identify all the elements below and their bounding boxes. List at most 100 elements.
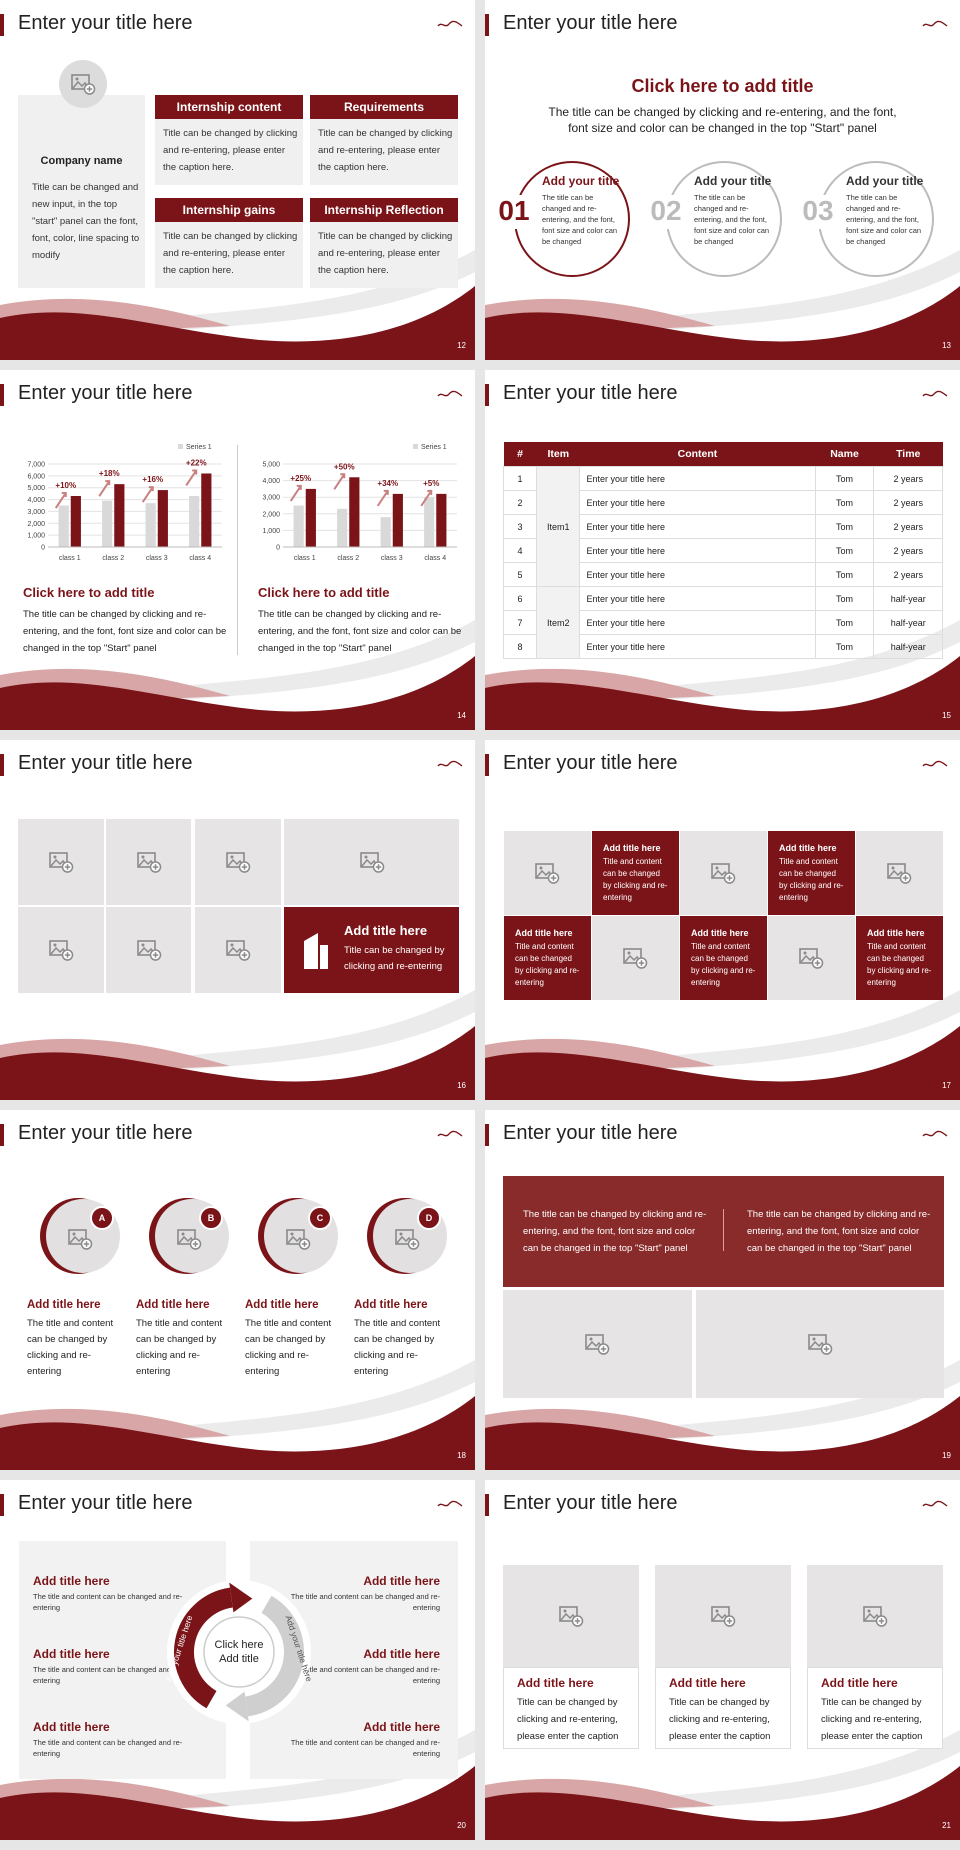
page-number: 16 bbox=[457, 1081, 466, 1090]
icon-mountain bbox=[360, 858, 378, 867]
title-bar bbox=[0, 754, 4, 776]
slide-title: Enter your title here bbox=[18, 1492, 193, 1514]
slide-wave bbox=[485, 990, 960, 1100]
item-title: Add title here bbox=[363, 1647, 440, 1661]
icon-frame bbox=[585, 1334, 604, 1350]
image-placeholder bbox=[768, 916, 855, 1000]
logo-mark bbox=[437, 1500, 463, 1507]
image-icon bbox=[559, 1606, 584, 1627]
slide: Enter your title here 20 Add title here The… bbox=[0, 1480, 475, 1840]
arc-red-head bbox=[229, 1582, 253, 1613]
item-text: The title and content can be changed by … bbox=[245, 1318, 332, 1377]
cell-text: Title and content can be changed by clic… bbox=[515, 942, 580, 987]
data-table: # Item Content Name Time 1 Item1 Enter your tit… bbox=[502, 442, 943, 659]
icon-frame bbox=[711, 1606, 730, 1622]
panel-text: The title can be changed by clicking and… bbox=[258, 609, 462, 654]
icon-sun bbox=[715, 1609, 719, 1613]
bar-annotation: +34% bbox=[377, 479, 398, 488]
table-cell: 6 bbox=[502, 586, 538, 611]
table-cell: Tom bbox=[814, 562, 875, 587]
title-bar bbox=[0, 384, 4, 406]
annotation-arrow bbox=[289, 484, 302, 502]
item-text: The title and content can be changed and… bbox=[33, 1592, 183, 1612]
card-text: Title can be changed by clicking and re-… bbox=[821, 1697, 923, 1742]
icon-sun bbox=[230, 943, 234, 947]
card-caption: Add title here Title can be changed by cl… bbox=[655, 1667, 791, 1749]
image-placeholder bbox=[106, 907, 191, 993]
icon-plus bbox=[878, 1618, 885, 1624]
y-tick-label: 3,000 bbox=[262, 495, 280, 502]
divider bbox=[723, 1209, 724, 1251]
table-row: 5 Enter your title here Tom 2 years bbox=[502, 562, 943, 587]
cell-title: Add title here bbox=[779, 843, 837, 853]
slide: Enter your title here 12 Company name Title… bbox=[0, 0, 475, 360]
slide: Enter your title here 17 Add title here Tit… bbox=[485, 740, 960, 1100]
image-placeholder bbox=[18, 819, 104, 905]
icon-mountain bbox=[624, 954, 641, 963]
bar bbox=[189, 496, 200, 547]
icon-frame bbox=[68, 1229, 87, 1245]
x-tick-label: class 3 bbox=[146, 555, 168, 562]
y-tick-label: 3,000 bbox=[27, 509, 45, 516]
box-text: Title can be changed by clicking and re-… bbox=[318, 128, 453, 173]
icon-mountain bbox=[888, 869, 905, 878]
band-text: The title can be changed by clicking and… bbox=[523, 1209, 707, 1254]
page-number: 15 bbox=[942, 711, 951, 720]
table-cell: 3 bbox=[502, 514, 538, 539]
slide-title: Enter your title here bbox=[503, 12, 678, 34]
logo bbox=[437, 390, 463, 397]
icon-mountain bbox=[864, 1612, 881, 1621]
circle-number: 02 bbox=[646, 195, 686, 229]
image-icon bbox=[49, 852, 74, 873]
image-circle bbox=[59, 60, 107, 108]
item-title: Add title here bbox=[33, 1647, 110, 1661]
table-cell: 1 bbox=[502, 466, 538, 491]
image-icon bbox=[711, 863, 736, 884]
icon-mountain bbox=[227, 858, 244, 867]
logo-mark bbox=[437, 390, 463, 397]
item-text: The title and content can be changed and… bbox=[290, 1592, 440, 1612]
box-heading: Internship gains bbox=[155, 198, 303, 222]
title-bar bbox=[485, 1124, 489, 1146]
page-number: 13 bbox=[942, 341, 951, 350]
slide-wave bbox=[485, 250, 960, 360]
title-bar bbox=[485, 14, 489, 36]
bar bbox=[337, 508, 348, 547]
page-number: 14 bbox=[457, 711, 466, 720]
table-cell: Item1 bbox=[536, 466, 581, 587]
icon-plus bbox=[152, 864, 158, 870]
y-tick-label: 0 bbox=[276, 545, 280, 552]
image-placeholder bbox=[195, 907, 281, 993]
header-cell: Content bbox=[579, 442, 816, 467]
icon-plus bbox=[192, 1241, 199, 1247]
table-cell: 8 bbox=[502, 634, 538, 659]
table-cell: Tom bbox=[814, 490, 875, 515]
x-tick-label: class 1 bbox=[294, 555, 316, 562]
bar bbox=[305, 488, 316, 547]
letter-badge: A bbox=[90, 1206, 114, 1230]
icon-frame bbox=[359, 852, 379, 868]
y-tick-label: 0 bbox=[41, 545, 45, 552]
icon-frame bbox=[49, 852, 68, 868]
table-cell: Enter your title here bbox=[579, 634, 816, 659]
logo-mark bbox=[437, 760, 463, 767]
bar bbox=[58, 505, 69, 547]
item-title: Add title here bbox=[354, 1299, 428, 1311]
item-title: Add title here bbox=[27, 1299, 101, 1311]
table-cell: Enter your title here bbox=[579, 514, 816, 539]
cell-text: Title and content can be changed by clic… bbox=[867, 942, 932, 987]
cell-title: Add title here bbox=[691, 928, 749, 938]
icon-frame bbox=[623, 948, 642, 964]
circle-number: 01 bbox=[494, 195, 534, 229]
card-text: Title can be changed by clicking and re-… bbox=[669, 1697, 771, 1742]
icon-plus bbox=[64, 864, 71, 870]
y-tick-label: 1,000 bbox=[262, 528, 280, 535]
box-text: Title can be changed by clicking and re-… bbox=[318, 231, 453, 276]
icon-sun bbox=[563, 1609, 567, 1613]
image-icon bbox=[71, 74, 96, 95]
image-placeholder bbox=[856, 831, 943, 915]
icon-sun bbox=[364, 855, 367, 859]
icon-plus bbox=[638, 960, 645, 966]
logo bbox=[437, 20, 463, 27]
